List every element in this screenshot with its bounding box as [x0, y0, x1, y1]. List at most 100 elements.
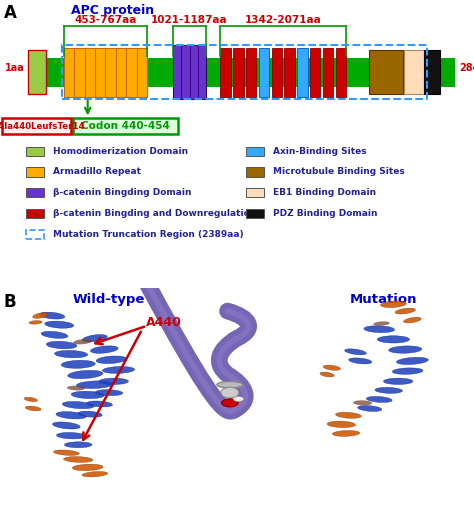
Ellipse shape	[56, 433, 86, 439]
Ellipse shape	[25, 406, 41, 411]
Text: p.Ala440LeufsTer14: p.Ala440LeufsTer14	[0, 122, 85, 131]
Ellipse shape	[68, 370, 103, 379]
Ellipse shape	[222, 399, 238, 407]
Bar	[26, 167, 44, 177]
Ellipse shape	[233, 397, 244, 402]
Ellipse shape	[33, 313, 48, 318]
Ellipse shape	[45, 321, 74, 328]
Text: Mutation: Mutation	[350, 293, 418, 306]
Ellipse shape	[54, 450, 79, 455]
Text: B: B	[4, 293, 17, 311]
Ellipse shape	[24, 397, 37, 402]
Ellipse shape	[73, 339, 92, 345]
Ellipse shape	[396, 357, 428, 365]
Text: β-catenin Bingding Domain: β-catenin Bingding Domain	[53, 188, 191, 197]
Ellipse shape	[332, 431, 360, 436]
Ellipse shape	[221, 387, 239, 398]
Bar	[246, 209, 264, 218]
Ellipse shape	[377, 336, 410, 343]
FancyBboxPatch shape	[73, 118, 178, 134]
Bar	[424, 50, 440, 94]
Ellipse shape	[217, 382, 243, 388]
Ellipse shape	[53, 422, 80, 429]
Ellipse shape	[403, 317, 421, 323]
Ellipse shape	[39, 312, 65, 319]
Bar	[173, 45, 206, 99]
Ellipse shape	[82, 472, 108, 477]
Bar	[246, 47, 256, 97]
Ellipse shape	[76, 381, 113, 388]
Text: Codon 440-454: Codon 440-454	[81, 121, 170, 131]
Ellipse shape	[383, 378, 413, 385]
Text: 1021-1187aa: 1021-1187aa	[151, 14, 228, 25]
Bar	[336, 47, 346, 97]
Ellipse shape	[56, 411, 86, 419]
Bar	[246, 188, 264, 197]
Ellipse shape	[392, 368, 423, 374]
Ellipse shape	[41, 331, 68, 338]
Text: Axin-Binding Sites: Axin-Binding Sites	[273, 147, 367, 156]
Ellipse shape	[82, 335, 107, 342]
Ellipse shape	[78, 411, 102, 417]
Ellipse shape	[395, 308, 415, 314]
Ellipse shape	[336, 413, 361, 418]
Ellipse shape	[91, 346, 118, 353]
Text: A: A	[4, 4, 17, 22]
Text: Homodimerization Domain: Homodimerization Domain	[53, 147, 188, 156]
Ellipse shape	[366, 397, 392, 402]
Text: 453-767aa: 453-767aa	[74, 14, 137, 25]
Bar	[323, 47, 333, 97]
Ellipse shape	[87, 401, 112, 407]
Text: APC protein: APC protein	[71, 4, 154, 18]
Bar	[297, 47, 308, 97]
Text: 2843aa: 2843aa	[459, 63, 474, 73]
Text: EB1 Binding Domain: EB1 Binding Domain	[273, 188, 376, 197]
Bar	[233, 47, 244, 97]
Ellipse shape	[381, 301, 406, 307]
Ellipse shape	[323, 365, 340, 370]
Text: β-catenin Bingding and Downregulation: β-catenin Bingding and Downregulation	[53, 209, 256, 218]
Bar	[246, 146, 264, 156]
Ellipse shape	[374, 321, 390, 325]
Ellipse shape	[29, 321, 42, 324]
Text: A440: A440	[146, 316, 182, 329]
Ellipse shape	[99, 378, 128, 385]
Ellipse shape	[357, 406, 382, 411]
Text: 1aa: 1aa	[5, 63, 25, 73]
Bar	[369, 50, 403, 94]
Ellipse shape	[67, 386, 85, 390]
Bar	[26, 230, 44, 239]
Ellipse shape	[353, 400, 372, 405]
Bar	[26, 209, 44, 218]
Ellipse shape	[345, 349, 366, 355]
Bar	[246, 167, 264, 177]
Ellipse shape	[64, 457, 93, 462]
Ellipse shape	[349, 358, 372, 364]
Ellipse shape	[71, 391, 104, 399]
Ellipse shape	[55, 350, 88, 358]
Bar	[310, 47, 320, 97]
Ellipse shape	[64, 442, 92, 448]
Text: Wild-type: Wild-type	[73, 293, 145, 306]
Ellipse shape	[364, 326, 394, 333]
FancyBboxPatch shape	[2, 118, 71, 134]
Ellipse shape	[73, 464, 103, 471]
Text: Mutation Truncation Region (2389aa): Mutation Truncation Region (2389aa)	[53, 230, 243, 238]
Ellipse shape	[46, 341, 77, 349]
Bar	[272, 47, 282, 97]
Bar	[28, 50, 46, 94]
Bar	[28, 58, 455, 87]
Text: Microtubule Binding Sites: Microtubule Binding Sites	[273, 167, 405, 176]
Text: Armadillo Repeat: Armadillo Repeat	[53, 167, 141, 176]
Bar	[64, 47, 147, 97]
Text: 1342-2071aa: 1342-2071aa	[245, 14, 321, 25]
Bar	[26, 146, 44, 156]
Ellipse shape	[62, 402, 94, 409]
Ellipse shape	[96, 356, 127, 364]
Ellipse shape	[320, 372, 334, 377]
Ellipse shape	[61, 360, 95, 368]
Ellipse shape	[327, 421, 356, 427]
Ellipse shape	[95, 390, 123, 396]
Bar	[220, 47, 231, 97]
Bar	[26, 188, 44, 197]
